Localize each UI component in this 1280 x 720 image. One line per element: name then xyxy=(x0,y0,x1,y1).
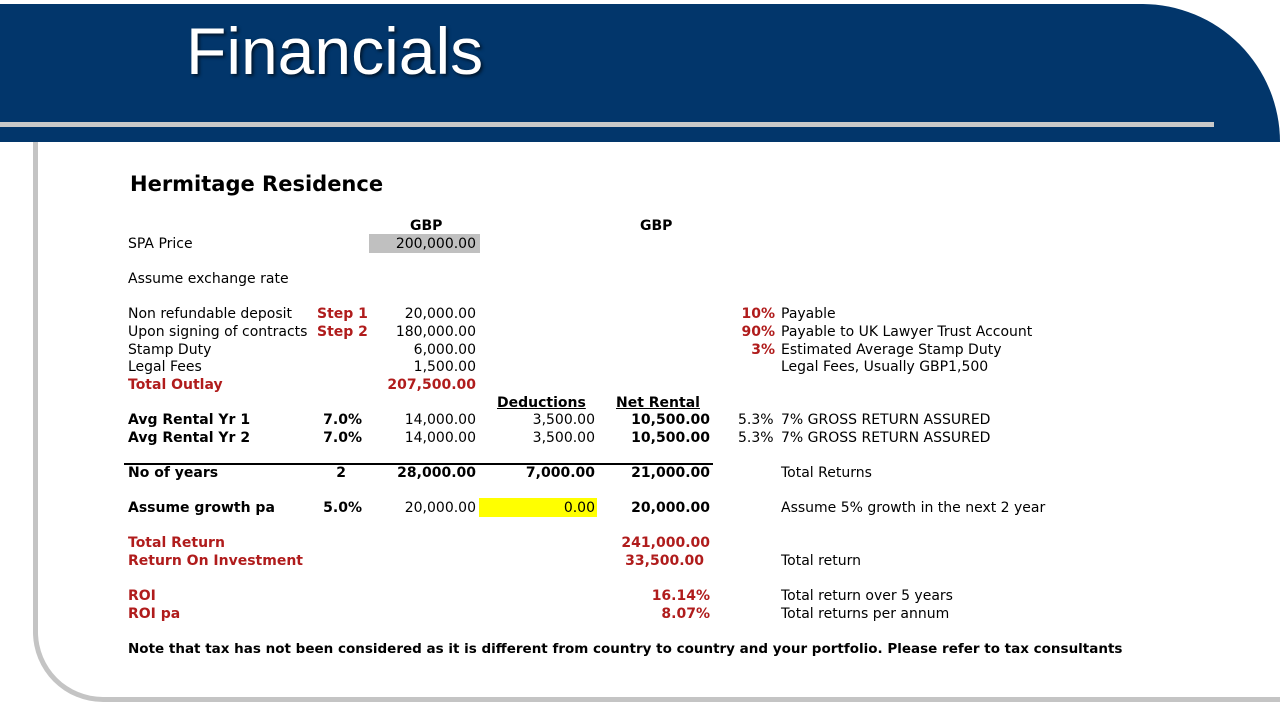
roi-pa-value: 8.07% xyxy=(661,606,710,622)
exchange-rate-label: Assume exchange rate xyxy=(128,271,289,287)
rental-row-deductions: 3,500.00 xyxy=(532,430,595,446)
rental-row-yield: 5.3% xyxy=(738,430,774,446)
header-divider xyxy=(0,122,1214,127)
return-on-investment-label: Return On Investment xyxy=(128,553,303,569)
roi-value: 16.14% xyxy=(651,588,710,604)
years-count: 2 xyxy=(336,465,346,481)
rental-row-net: 10,500.00 xyxy=(631,412,710,428)
total-return-value: 241,000.00 xyxy=(621,535,710,551)
total-return-label: Total Return xyxy=(128,535,225,551)
outlay-row-step: Step 2 xyxy=(317,324,368,340)
outlay-row-note: Payable xyxy=(781,306,836,322)
growth-note: Assume 5% growth in the next 2 year xyxy=(781,500,1046,516)
growth-gross: 20,000.00 xyxy=(404,500,476,516)
header-gbp-2: GBP xyxy=(640,218,673,234)
years-row-divider xyxy=(124,463,713,465)
tax-footnote: Note that tax has not been considered as… xyxy=(128,641,1123,657)
total-outlay-value: 207,500.00 xyxy=(387,377,476,393)
outlay-row-value: 1,500.00 xyxy=(413,359,476,375)
outlay-row-label: Upon signing of contracts xyxy=(128,324,308,340)
slide-title: Financials xyxy=(186,14,484,88)
rental-row-note: 7% GROSS RETURN ASSURED xyxy=(781,430,991,446)
spa-price-value: 200,000.00 xyxy=(395,236,476,252)
outlay-row-note: Payable to UK Lawyer Trust Account xyxy=(781,324,1033,340)
rental-row-label: Avg Rental Yr 2 xyxy=(128,430,251,446)
years-gross: 28,000.00 xyxy=(397,465,476,481)
outlay-row-label: Stamp Duty xyxy=(128,342,212,358)
rental-row-deductions: 3,500.00 xyxy=(532,412,595,428)
outlay-row-pct: 90% xyxy=(741,324,775,340)
outlay-row-pct: 3% xyxy=(751,342,775,358)
roi-pa-note: Total returns per annum xyxy=(781,606,950,622)
rental-row-net: 10,500.00 xyxy=(631,430,710,446)
outlay-row-value: 6,000.00 xyxy=(413,342,476,358)
header-deductions: Deductions xyxy=(497,395,586,411)
outlay-row-value: 180,000.00 xyxy=(395,324,476,340)
rental-row-gross: 14,000.00 xyxy=(404,430,476,446)
outlay-row-value: 20,000.00 xyxy=(404,306,476,322)
spa-price-label: SPA Price xyxy=(128,236,193,252)
years-note: Total Returns xyxy=(781,465,872,481)
growth-rate: 5.0% xyxy=(323,500,362,516)
rental-row-label: Avg Rental Yr 1 xyxy=(128,412,251,428)
outlay-row-label: Non refundable deposit xyxy=(128,306,293,322)
roi-pa-label: ROI pa xyxy=(128,606,181,622)
rental-row-rate: 7.0% xyxy=(323,430,362,446)
roi-label: ROI xyxy=(128,588,156,604)
years-net: 21,000.00 xyxy=(631,465,710,481)
roi-note: Total return over 5 years xyxy=(781,588,953,604)
sheet-title: Hermitage Residence xyxy=(130,172,384,196)
years-label: No of years xyxy=(128,465,219,481)
growth-deduction-highlight xyxy=(479,498,597,517)
slide-frame xyxy=(33,142,1280,702)
growth-deductions: 0.00 xyxy=(563,500,595,516)
rental-row-note: 7% GROSS RETURN ASSURED xyxy=(781,412,991,428)
total-outlay-label: Total Outlay xyxy=(128,377,223,393)
return-on-investment-note: Total return xyxy=(781,553,861,569)
header-net-rental: Net Rental xyxy=(616,395,700,411)
years-deductions: 7,000.00 xyxy=(525,465,595,481)
rental-row-rate: 7.0% xyxy=(323,412,362,428)
outlay-row-label: Legal Fees xyxy=(128,359,202,375)
outlay-row-step: Step 1 xyxy=(317,306,368,322)
outlay-row-note: Estimated Average Stamp Duty xyxy=(781,342,1002,358)
growth-net: 20,000.00 xyxy=(631,500,710,516)
rental-row-yield: 5.3% xyxy=(738,412,774,428)
spa-price-highlight xyxy=(369,234,480,253)
header-gbp-1: GBP xyxy=(410,218,443,234)
return-on-investment-value: 33,500.00 xyxy=(625,553,704,569)
rental-row-gross: 14,000.00 xyxy=(404,412,476,428)
outlay-row-pct: 10% xyxy=(741,306,775,322)
header-band xyxy=(0,4,1280,142)
growth-label: Assume growth pa xyxy=(128,500,275,516)
outlay-row-note: Legal Fees, Usually GBP1,500 xyxy=(781,359,989,375)
